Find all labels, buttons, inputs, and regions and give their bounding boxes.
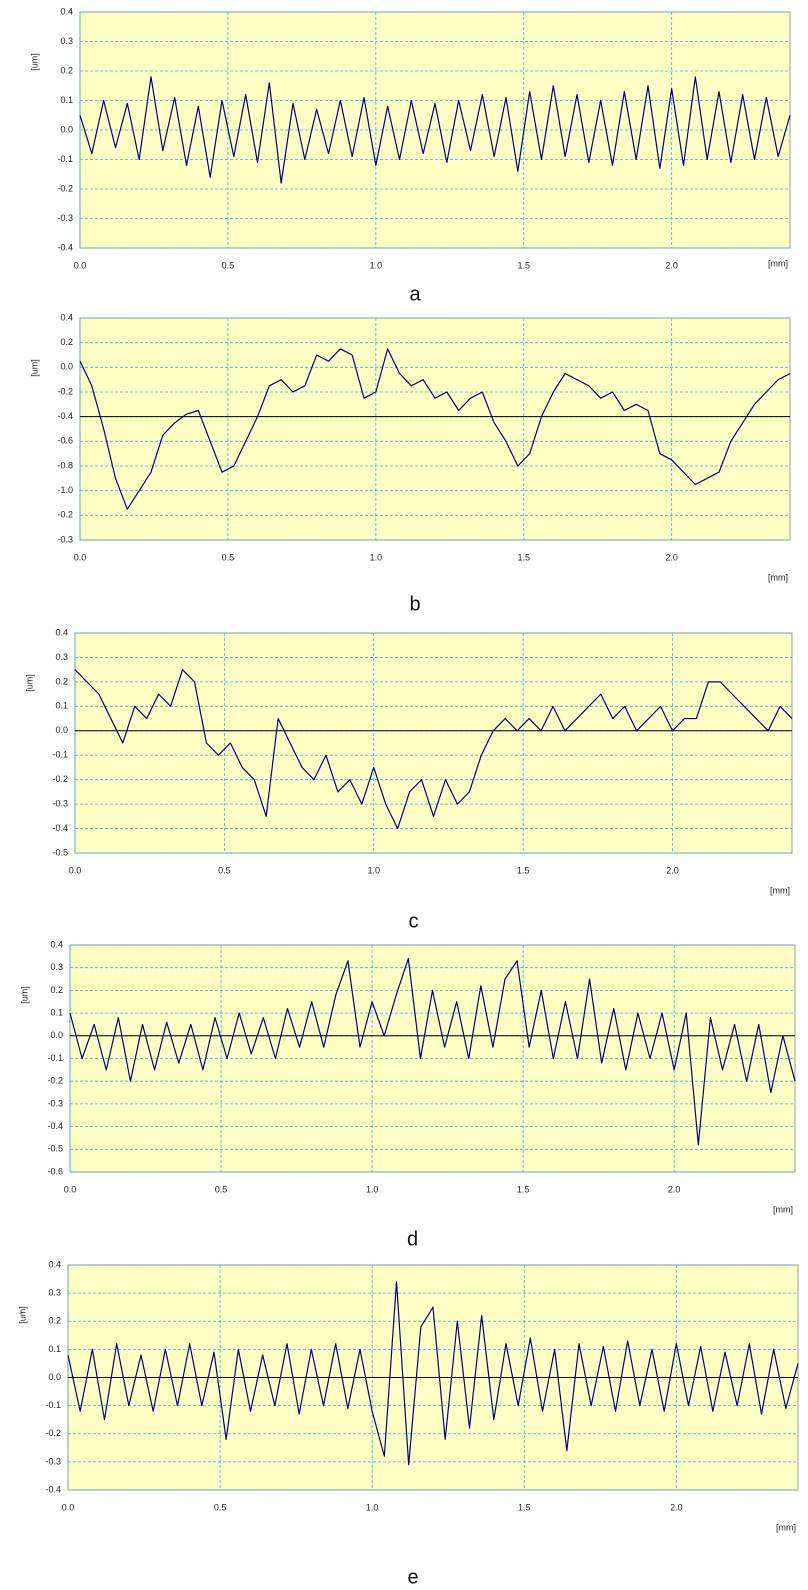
x-axis-label: [mm] [776,1522,796,1532]
y-tick-label: -0.1 [57,154,73,164]
x-tick-label: 0.0 [64,1184,77,1194]
x-tick-label: 2.0 [665,260,678,270]
x-tick-label: 1.0 [367,865,380,875]
profile-line [74,669,793,830]
y-tick-label: -0.6 [47,1166,63,1176]
y-tick-label: -0.6 [57,436,73,446]
y-tick-label: -0.4 [47,1121,63,1131]
x-tick-label: 1.0 [370,552,383,562]
y-tick-label: 0.4 [48,1259,61,1269]
y-tick-label: 0.2 [50,985,63,995]
y-tick-label: 0.3 [60,36,73,46]
panel-caption: c [409,910,419,932]
x-tick-label: 1.5 [518,1502,531,1512]
y-tick-label: -0.4 [57,242,73,252]
y-axis-label: [um] [24,674,34,692]
panel-caption: d [407,1228,418,1250]
y-tick-label: 0.1 [55,701,68,711]
x-tick-label: 2.0 [665,552,678,562]
y-tick-label: -0.1 [45,1400,61,1410]
y-tick-label: -0.4 [57,411,73,421]
y-tick-label: 0.4 [60,312,73,322]
y-tick-label: -0.2 [47,1076,63,1086]
y-axis-label: [um] [29,359,39,377]
y-tick-label: -0.2 [45,1428,61,1438]
y-axis-label: [um] [19,986,29,1004]
x-tick-label: 1.5 [517,552,530,562]
x-tick-label: 0.5 [222,260,235,270]
y-tick-label: 0.1 [50,1007,63,1017]
panel-caption: e [407,1566,418,1588]
panel-caption: b [409,593,420,615]
y-tick-label: -0.2 [57,510,73,520]
panel-caption: a [409,283,421,305]
x-tick-label: 2.0 [666,865,679,875]
y-tick-label: 0.1 [48,1344,61,1354]
y-axis-label: [um] [29,53,39,71]
y-tick-label: 0.0 [60,362,73,372]
x-tick-label: 0.0 [62,1502,75,1512]
x-axis-label: [mm] [773,1204,793,1214]
y-tick-label: -0.3 [57,213,73,223]
x-tick-label: 0.5 [222,552,235,562]
y-tick-label: 0.4 [60,6,73,16]
x-tick-label: 1.0 [370,260,383,270]
x-tick-label: 0.0 [74,260,87,270]
x-tick-label: 1.5 [517,260,530,270]
x-tick-label: 2.0 [668,1184,681,1194]
y-tick-label: -0.3 [52,798,68,808]
y-tick-label: 0.4 [50,939,63,949]
y-tick-label: -0.1 [47,1053,63,1063]
y-tick-label: 0.2 [48,1316,61,1326]
y-tick-label: 0.4 [55,627,68,637]
plot-area [79,317,791,541]
y-tick-label: 0.2 [60,65,73,75]
profile-line [79,348,791,510]
profile-line [69,958,796,1146]
profile-line [79,76,791,184]
y-tick-label: 0.0 [50,1030,63,1040]
y-tick-label: 0.3 [55,652,68,662]
y-tick-label: 0.0 [55,725,68,735]
x-axis-label: [mm] [768,572,788,582]
x-axis-label: [mm] [768,258,788,268]
y-tick-label: -0.2 [57,386,73,396]
x-tick-label: 0.5 [214,1502,227,1512]
x-tick-label: 1.0 [366,1502,379,1512]
x-tick-label: 2.0 [670,1502,683,1512]
x-tick-label: 1.5 [517,865,530,875]
x-tick-label: 0.5 [215,1184,228,1194]
y-axis-label: [um] [17,1306,27,1324]
y-tick-label: 0.0 [60,124,73,134]
y-tick-label: 0.3 [48,1288,61,1298]
y-tick-label: 0.3 [50,962,63,972]
x-tick-label: 0.0 [74,552,87,562]
y-tick-label: -0.2 [57,183,73,193]
plot-area [74,632,793,854]
y-tick-label: -0.3 [57,534,73,544]
y-tick-label: 0.2 [60,337,73,347]
y-tick-label: -0.3 [47,1098,63,1108]
y-tick-label: -0.4 [52,823,68,833]
x-tick-label: 0.5 [218,865,231,875]
y-tick-label: 0.2 [55,676,68,686]
profile-line [67,1281,799,1466]
x-tick-label: 0.0 [69,865,82,875]
y-tick-label: -0.5 [47,1144,63,1154]
y-tick-label: 0.0 [48,1372,61,1382]
y-tick-label: -0.1 [52,750,68,760]
y-tick-label: -0.8 [57,460,73,470]
y-tick-label: -1.0 [57,485,73,495]
y-tick-label: -0.2 [52,774,68,784]
x-tick-label: 1.5 [517,1184,530,1194]
y-tick-label: 0.1 [60,95,73,105]
x-axis-label: [mm] [770,885,790,895]
y-tick-label: -0.4 [45,1484,61,1494]
y-tick-label: -0.5 [52,847,68,857]
y-tick-label: -0.3 [45,1456,61,1466]
x-tick-label: 1.0 [366,1184,379,1194]
